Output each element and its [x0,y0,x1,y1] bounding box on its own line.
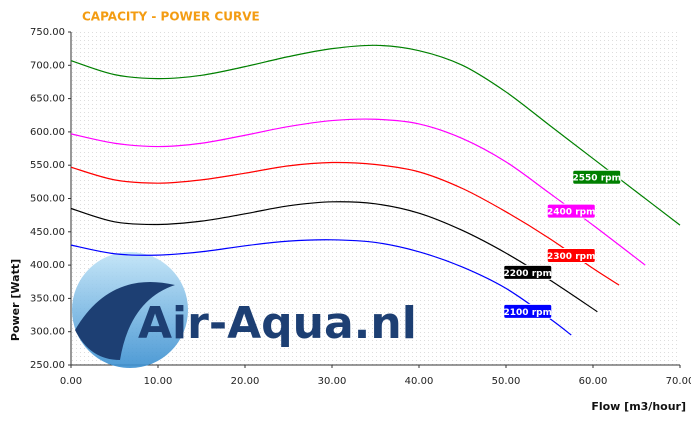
series-label: 2300 rpm [546,247,596,263]
series-label-box [503,303,553,319]
y-tick-label: 650.00 [30,94,65,105]
series-label-text: 2550 rpm [573,174,621,184]
x-tick-label: 70.00 [666,376,691,387]
x-tick-label: 50.00 [492,376,521,387]
watermark: Air-Aqua.nl [138,298,417,349]
y-tick-label: 350.00 [30,293,65,304]
series-label: 2200 rpm [503,264,553,280]
logo-wave [75,282,175,360]
series-label-box [572,169,622,185]
y-tick-label: 500.00 [30,194,65,205]
x-axis-label: Flow [m3/hour] [591,400,686,413]
series-label-text: 2200 rpm [504,269,552,279]
series-line [70,118,646,266]
series-line [70,44,681,226]
series-label-box [546,247,596,263]
series-label-box [503,264,553,280]
series-line [70,239,572,336]
x-tick-label: 60.00 [579,376,608,387]
series-label-box [546,203,596,219]
series-label-text: 2300 rpm [547,252,595,262]
series-line [70,161,620,286]
series-label: 2100 rpm [503,303,553,319]
series-label: 2400 rpm [546,203,596,219]
y-tick-label: 550.00 [30,160,65,171]
series-label-text: 2400 rpm [547,208,595,218]
x-tick-label: 30.00 [318,376,347,387]
series-line [70,201,598,313]
y-tick-label: 400.00 [30,260,65,271]
y-tick-label: 250.00 [30,360,65,371]
y-axis-label: Power [Watt] [9,259,22,341]
series-label-text: 2100 rpm [504,308,552,318]
y-tick-label: 750.00 [30,27,65,38]
series-label: 2550 rpm [572,169,622,185]
x-tick-label: 0.00 [60,376,82,387]
x-tick-label: 40.00 [405,376,434,387]
x-tick-label: 10.00 [144,376,173,387]
y-tick-label: 450.00 [30,227,65,238]
y-tick-label: 600.00 [30,127,65,138]
y-tick-label: 700.00 [30,60,65,71]
y-tick-label: 300.00 [30,327,65,338]
chart-title: CAPACITY - POWER CURVE [82,10,260,24]
x-tick-label: 20.00 [231,376,260,387]
logo [72,252,188,368]
